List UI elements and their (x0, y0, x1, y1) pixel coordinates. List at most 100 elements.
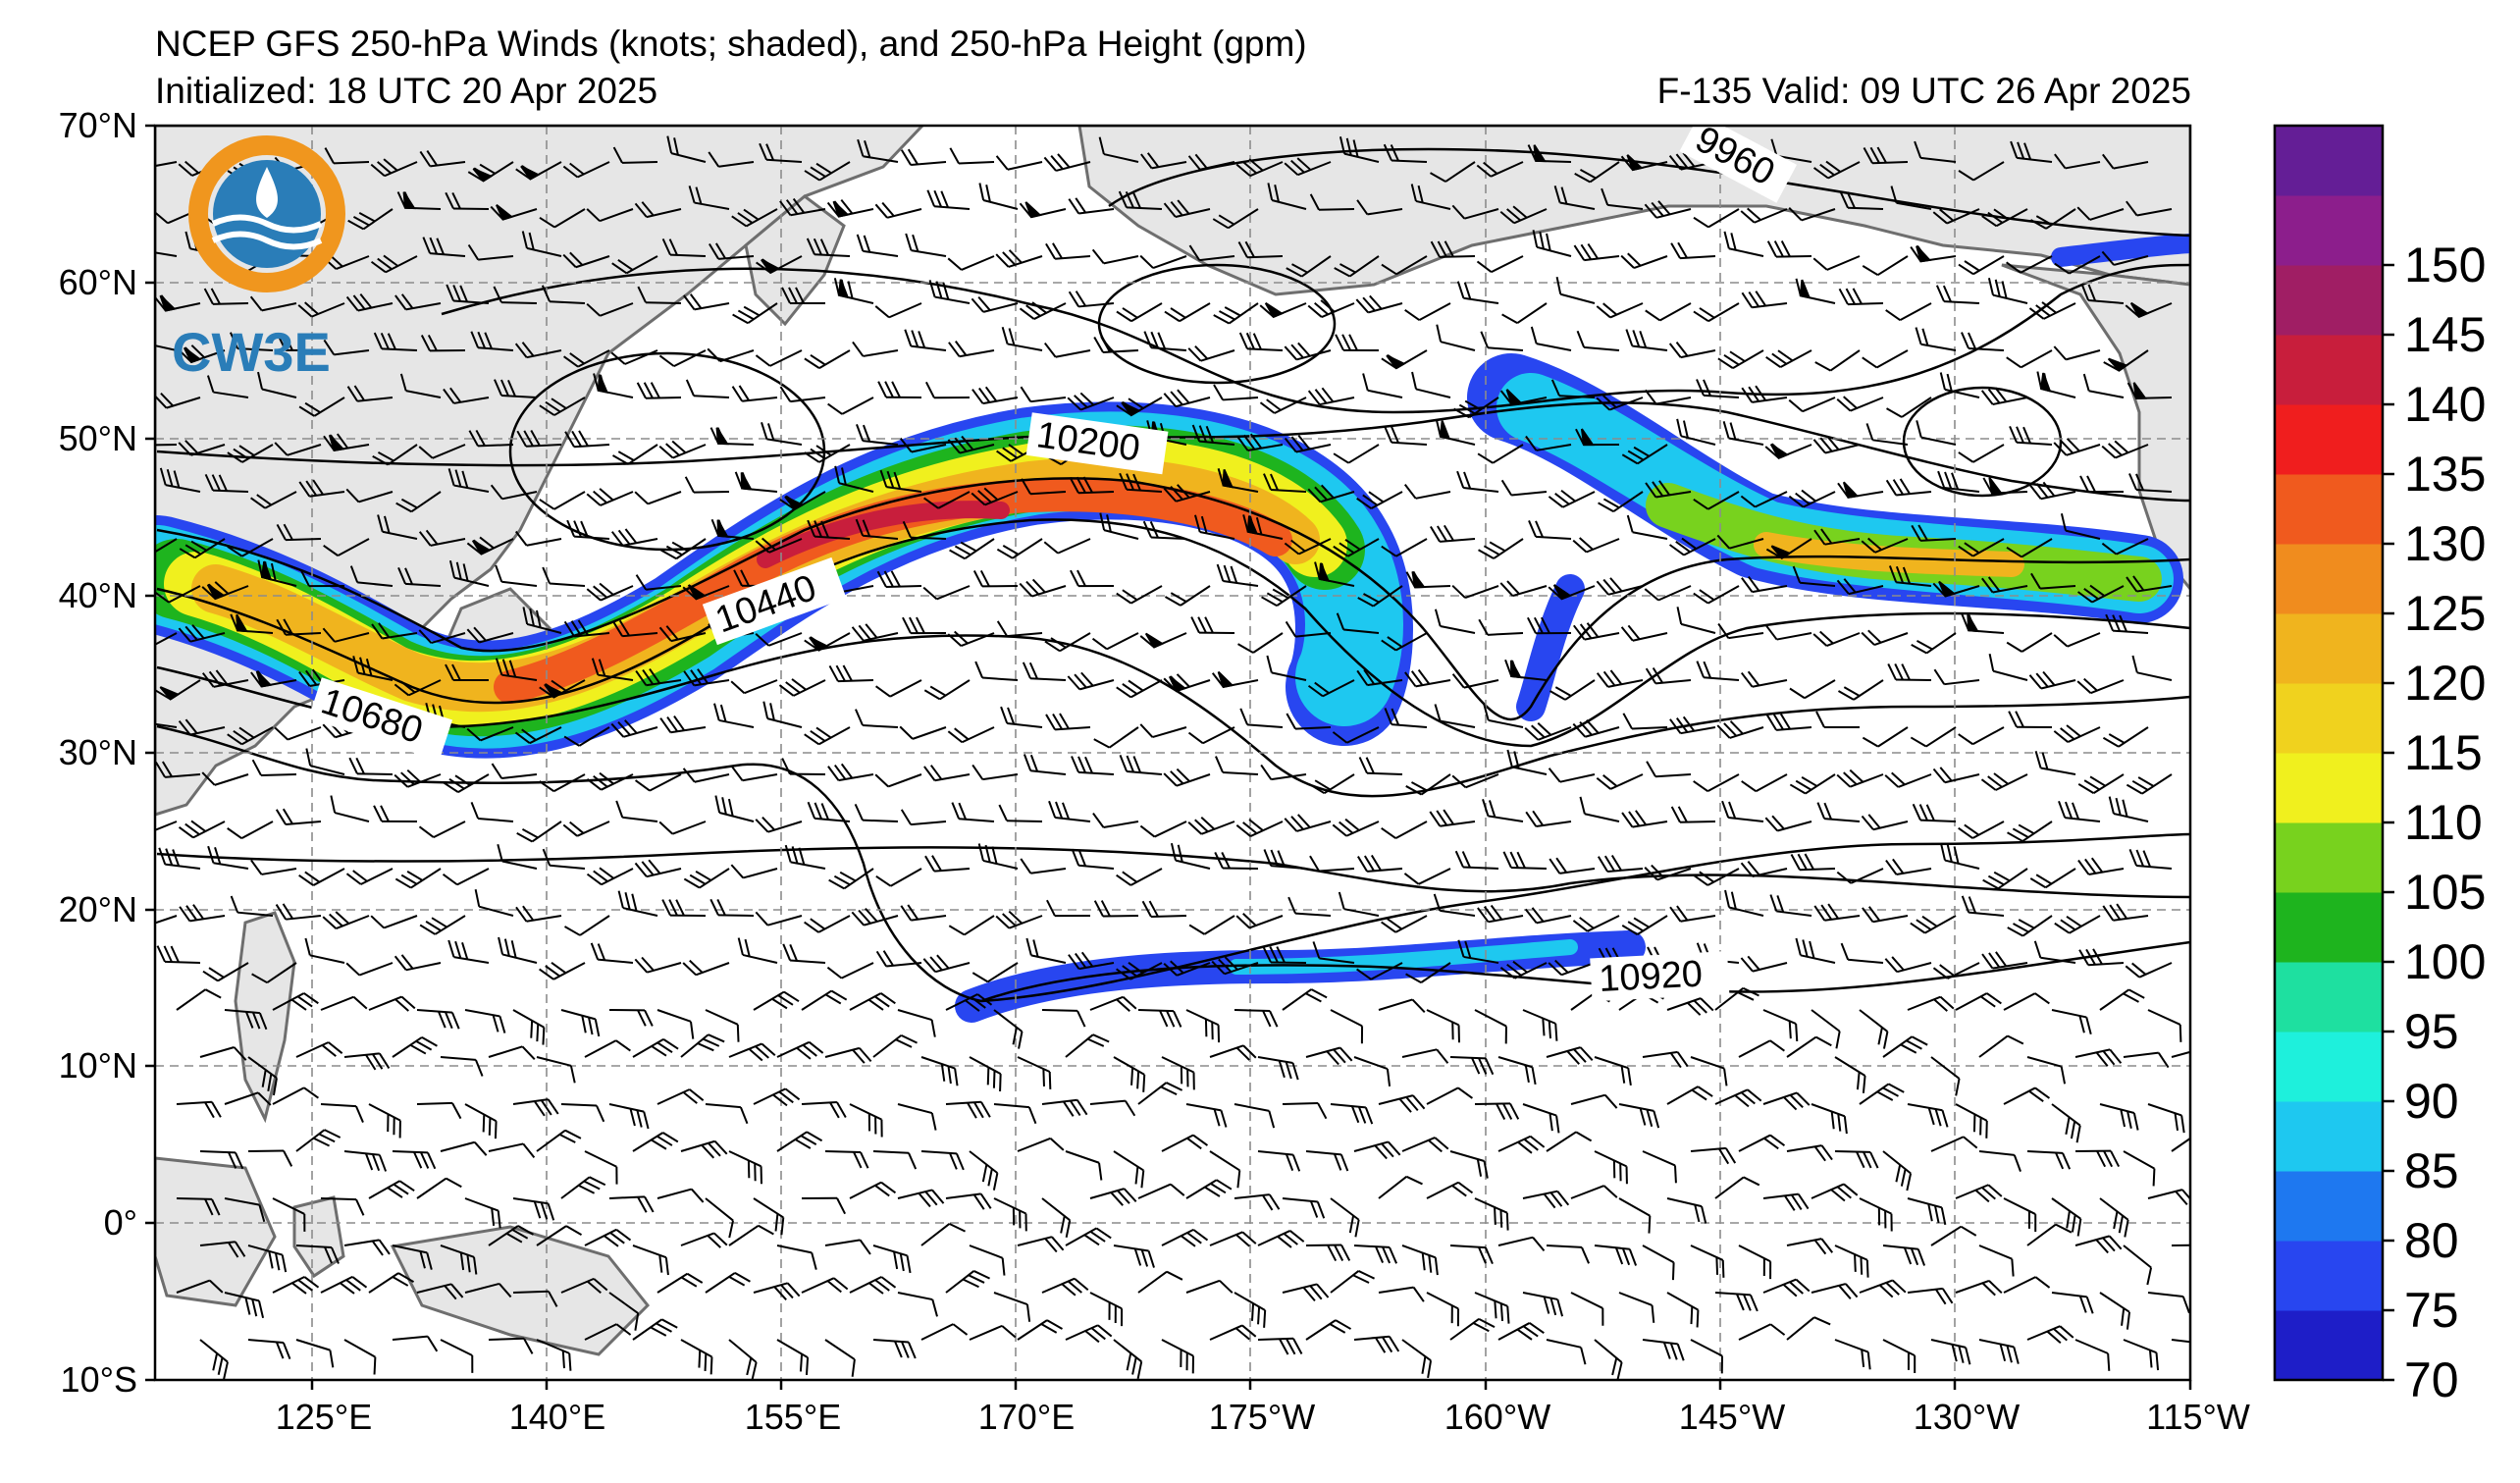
wind-barb (418, 529, 466, 547)
wind-barb (399, 373, 442, 398)
wind-barb (1358, 757, 1403, 775)
wind-barb (1098, 136, 1139, 163)
wind-barb (1916, 420, 1957, 446)
wind-barb (637, 286, 682, 304)
wind-barb (1048, 800, 1091, 822)
wind-barb (1766, 240, 1812, 258)
wind-barb (1235, 819, 1284, 837)
wind-barb (516, 821, 562, 843)
wind-barb (1815, 711, 1861, 729)
wind-barb (155, 429, 178, 447)
wind-barb (1236, 433, 1284, 451)
wind-barb (1740, 207, 1788, 224)
wind-barb (804, 161, 851, 182)
wind-barb (1812, 630, 1861, 647)
wind-barb (470, 331, 514, 351)
wind-barb (1788, 207, 1836, 222)
wind-barb (1575, 428, 1620, 447)
wind-barb (1499, 580, 1548, 598)
wind-barb (1741, 385, 1788, 403)
wind-barb (1429, 809, 1476, 827)
wind-barb (593, 373, 634, 398)
wind-barb (1644, 585, 1692, 602)
wind-barb (972, 569, 1019, 588)
wind-barb (1572, 537, 1620, 554)
wind-barb (1187, 726, 1235, 745)
wind-barb (1139, 632, 1187, 649)
wind-barb (1501, 302, 1548, 325)
wind-barb (714, 795, 755, 822)
wind-barb (420, 334, 466, 352)
wind-barb (902, 520, 947, 540)
wind-barb (2028, 670, 2076, 690)
colorbar-label: 125 (2404, 586, 2486, 641)
wind-barb (1191, 424, 1235, 446)
wind-barb (422, 237, 466, 257)
wind-barb (1862, 349, 1909, 369)
wind-barb (1765, 538, 1812, 559)
wind-barb (1381, 632, 1428, 652)
wind-barb (998, 804, 1043, 822)
wind-barb (1693, 585, 1740, 605)
wind-barb (1478, 618, 1524, 636)
wind-barb (666, 135, 707, 163)
wind-barb (2131, 655, 2173, 681)
wind-barb (1451, 773, 1499, 789)
wind-barb (659, 715, 707, 734)
wind-barb (1335, 334, 1380, 351)
wind-barb (2079, 475, 2125, 493)
wind-barb (491, 763, 538, 780)
wind-barb (370, 158, 418, 178)
wind-barb (900, 148, 947, 167)
wind-barb (1788, 489, 1836, 508)
wind-barb (155, 632, 178, 651)
wind-barb (2076, 677, 2125, 695)
wind-barb (755, 817, 803, 833)
contour-10800 (156, 846, 2190, 899)
philippines (234, 911, 296, 1124)
wind-barb (755, 537, 803, 554)
wind-barb (227, 538, 274, 557)
colorbar-swatch (2275, 335, 2383, 405)
wind-barb (1572, 719, 1620, 738)
wind-barb (899, 725, 947, 740)
wind-barb (804, 444, 851, 463)
wind-barb (298, 868, 345, 886)
wind-barb (1237, 240, 1284, 259)
wind-barb (1069, 476, 1115, 495)
wind-barb (1067, 671, 1115, 691)
wind-barb (2053, 345, 2101, 361)
colorbar-label: 120 (2404, 656, 2486, 711)
wind-barb (1596, 773, 1644, 790)
wind-barb (539, 491, 586, 510)
wind-barb (1163, 768, 1211, 787)
wind-barb (541, 285, 586, 304)
wind-barb (1837, 481, 1884, 499)
wind-barb (1381, 349, 1428, 370)
wind-barb (515, 161, 562, 181)
wind-barb (1411, 371, 1451, 398)
wind-barb (874, 773, 922, 788)
wind-barb (1332, 818, 1380, 837)
wind-barb (658, 440, 707, 459)
wind-barb (1795, 278, 1836, 304)
wind-barb (634, 491, 682, 505)
wind-barb (1888, 565, 1932, 587)
wind-barb (1263, 849, 1307, 870)
wind-barb (1142, 520, 1187, 540)
wind-barb (1937, 470, 1980, 493)
wind-barb (1285, 620, 1332, 638)
wind-barb (1981, 576, 2028, 594)
wind-barb (1019, 578, 1067, 598)
wind-barb (155, 707, 178, 728)
wind-barb (1068, 291, 1115, 308)
wind-barb (1723, 231, 1764, 257)
wind-barb (1362, 373, 1403, 398)
wind-barb (1574, 161, 1620, 184)
wind-barb (1596, 302, 1644, 319)
wind-barb (257, 371, 297, 398)
wind-barb (2006, 538, 2053, 558)
wind-barb (685, 379, 730, 398)
wind-barb (1717, 349, 1764, 369)
wind-barb (1019, 201, 1067, 219)
